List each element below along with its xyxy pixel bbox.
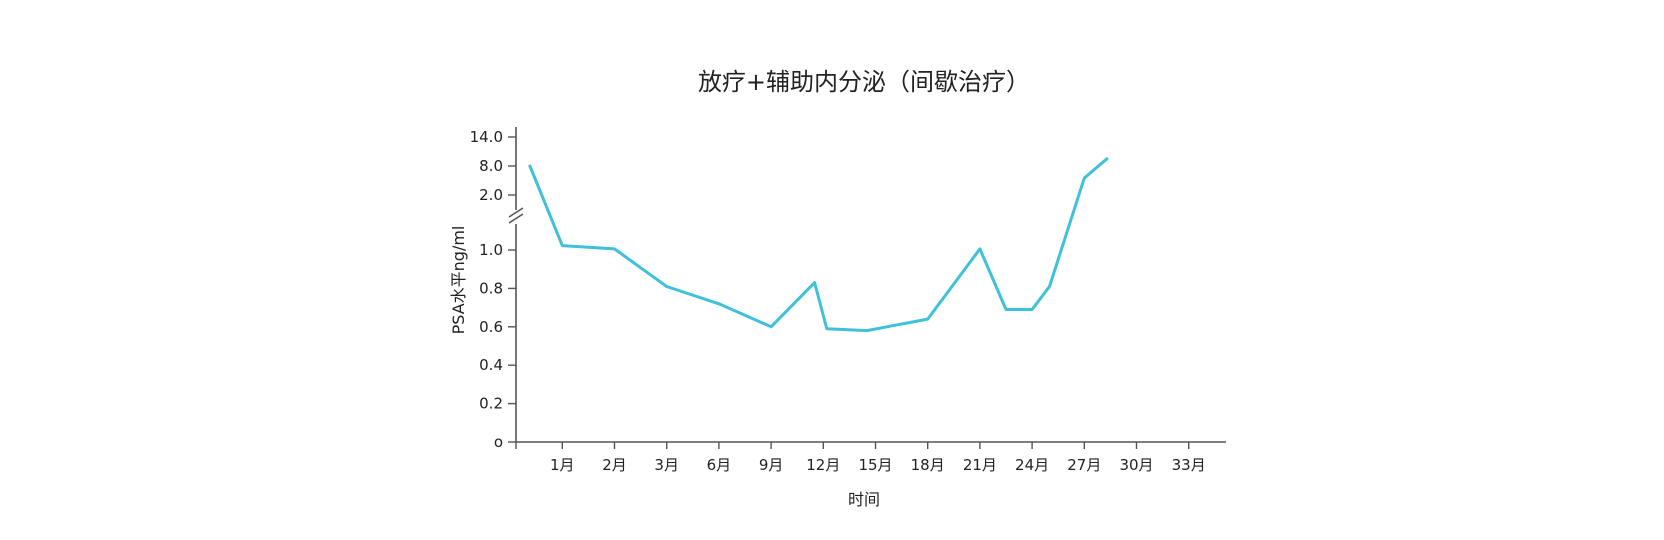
x-tick-label: 9月 xyxy=(759,456,784,474)
x-tick-label: 1月 xyxy=(550,456,575,474)
y-tick-label: 14.0 xyxy=(470,128,503,146)
psa-series-line xyxy=(528,157,1109,333)
x-tick-label: 33月 xyxy=(1172,456,1206,474)
y-tick-label: 0.2 xyxy=(479,395,503,413)
axes xyxy=(508,127,1226,443)
chart-title: 放疗+辅助内分泌（间歇治疗） xyxy=(698,68,1030,96)
x-tick-label: 3月 xyxy=(654,456,679,474)
y-tick-label: 2.0 xyxy=(479,186,503,204)
x-tick-label: 30月 xyxy=(1119,456,1153,474)
x-tick-label: 27月 xyxy=(1067,456,1101,474)
series-group xyxy=(528,157,1109,333)
y-tick-label: 0.8 xyxy=(479,279,503,297)
y-tick-label: 8.0 xyxy=(479,157,503,175)
y-axis-label: PSA水平ng/ml xyxy=(449,226,468,335)
x-tick-label: 2月 xyxy=(602,456,627,474)
y-ticks: o 0.2 0.4 0.6 0.8 1.0 2.0 8.0 14.0 xyxy=(470,128,516,451)
x-tick-label: 18月 xyxy=(911,456,945,474)
y-tick-label: 0.4 xyxy=(479,356,503,374)
y-tick-label: 0.6 xyxy=(479,318,503,336)
x-axis-label: 时间 xyxy=(848,490,880,509)
x-tick-label: 24月 xyxy=(1015,456,1049,474)
x-tick-label: 12月 xyxy=(806,456,840,474)
y-tick-label: 1.0 xyxy=(479,241,503,259)
y-tick-label: o xyxy=(494,433,503,451)
x-tick-label: 6月 xyxy=(707,456,732,474)
x-ticks: 1月 2月 3月 6月 9月 12月 15月 18月 21月 24月 27月 30月 33月 xyxy=(515,442,1206,474)
y-axis-break-marker xyxy=(508,207,524,224)
x-tick-label: 21月 xyxy=(963,456,997,474)
x-tick-label: 15月 xyxy=(858,456,892,474)
